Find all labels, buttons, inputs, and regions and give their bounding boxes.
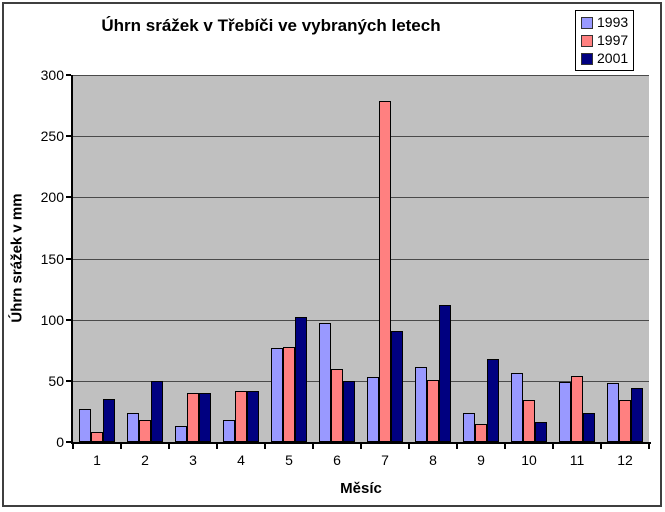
x-tick-label-6: 6 — [333, 452, 341, 468]
y-tick-label-300: 300 — [40, 67, 64, 83]
x-tick-label-3: 3 — [189, 452, 197, 468]
y-tick-mark-50 — [66, 380, 71, 382]
bar-1993-month-9 — [463, 413, 475, 442]
bar-2001-month-12 — [631, 388, 643, 442]
x-tick-mark-7 — [408, 444, 410, 449]
x-tick-mark-11 — [600, 444, 602, 449]
x-tick-label-12: 12 — [617, 452, 633, 468]
bar-1997-month-1 — [91, 432, 103, 442]
x-tick-label-7: 7 — [381, 452, 389, 468]
x-tick-label-9: 9 — [477, 452, 485, 468]
bar-2001-month-1 — [103, 399, 115, 442]
bar-2001-month-8 — [439, 305, 451, 442]
gridline-50 — [73, 381, 649, 382]
legend-swatch-1993 — [581, 16, 593, 29]
y-tick-mark-0 — [66, 441, 71, 443]
bar-1997-month-8 — [427, 380, 439, 442]
bar-1997-month-6 — [331, 369, 343, 442]
bar-2001-month-4 — [247, 391, 259, 442]
x-tick-mark-0 — [72, 444, 74, 449]
bar-1997-month-10 — [523, 400, 535, 442]
y-tick-label-250: 250 — [40, 128, 64, 144]
bar-1997-month-5 — [283, 347, 295, 442]
y-axis-title: Úhrn srážek v mm — [8, 193, 26, 323]
x-tick-label-8: 8 — [429, 452, 437, 468]
bar-1997-month-9 — [475, 424, 487, 442]
gridline-200 — [73, 197, 649, 198]
x-tick-mark-2 — [168, 444, 170, 449]
bar-1997-month-3 — [187, 393, 199, 442]
x-tick-mark-9 — [504, 444, 506, 449]
x-tick-label-11: 11 — [569, 452, 585, 468]
x-axis-title: Měsíc — [340, 480, 382, 497]
y-tick-mark-100 — [66, 319, 71, 321]
gridline-100 — [73, 320, 649, 321]
bar-1993-month-7 — [367, 377, 379, 442]
x-tick-mark-5 — [312, 444, 314, 449]
legend-swatch-1997 — [581, 34, 593, 47]
x-tick-label-1: 1 — [93, 452, 101, 468]
y-tick-label-150: 150 — [40, 251, 64, 267]
gridline-150 — [73, 259, 649, 260]
bar-1993-month-4 — [223, 420, 235, 442]
legend-label-1993: 1993 — [597, 14, 629, 30]
bar-2001-month-9 — [487, 359, 499, 442]
legend-label-2001: 2001 — [597, 50, 629, 66]
bar-1993-month-8 — [415, 367, 427, 442]
bar-2001-month-3 — [199, 393, 211, 442]
plot-area — [73, 75, 649, 442]
gridline-250 — [73, 136, 649, 137]
bar-1993-month-5 — [271, 348, 283, 442]
y-tick-label-100: 100 — [40, 312, 64, 328]
bar-2001-month-6 — [343, 381, 355, 442]
legend-item-2001: 2001 — [581, 51, 628, 66]
y-tick-mark-300 — [66, 74, 71, 76]
bar-2001-month-10 — [535, 422, 547, 442]
y-tick-mark-150 — [66, 258, 71, 260]
bar-1993-month-2 — [127, 413, 139, 442]
y-tick-label-0: 0 — [56, 434, 64, 450]
bar-1997-month-4 — [235, 391, 247, 442]
x-tick-mark-1 — [120, 444, 122, 449]
chart-title: Úhrn srážek v Třebíči ve vybraných letec… — [101, 16, 441, 35]
x-tick-label-2: 2 — [141, 452, 149, 468]
bar-2001-month-2 — [151, 381, 163, 442]
legend: 1993 1997 2001 — [575, 10, 634, 71]
x-tick-mark-12 — [648, 444, 650, 449]
x-tick-label-4: 4 — [237, 452, 245, 468]
x-axis-line — [71, 442, 651, 444]
y-tick-label-200: 200 — [40, 189, 64, 205]
legend-item-1997: 1997 — [581, 33, 628, 48]
y-axis-line — [71, 75, 73, 444]
x-tick-mark-6 — [360, 444, 362, 449]
bar-1997-month-11 — [571, 376, 583, 442]
x-tick-mark-8 — [456, 444, 458, 449]
x-tick-mark-4 — [264, 444, 266, 449]
bar-2001-month-7 — [391, 331, 403, 442]
bar-1997-month-2 — [139, 420, 151, 442]
x-tick-mark-3 — [216, 444, 218, 449]
x-tick-mark-10 — [552, 444, 554, 449]
bar-2001-month-5 — [295, 317, 307, 442]
bar-1993-month-1 — [79, 409, 91, 442]
legend-label-1997: 1997 — [597, 32, 629, 48]
legend-swatch-2001 — [581, 52, 593, 65]
x-tick-label-5: 5 — [285, 452, 293, 468]
bar-1997-month-7 — [379, 101, 391, 442]
bar-1997-month-12 — [619, 400, 631, 442]
bar-1993-month-6 — [319, 323, 331, 442]
y-tick-mark-200 — [66, 196, 71, 198]
legend-item-1993: 1993 — [581, 15, 628, 30]
y-tick-label-50: 50 — [48, 373, 64, 389]
x-tick-label-10: 10 — [521, 452, 537, 468]
gridline-300 — [73, 75, 649, 76]
bar-1993-month-11 — [559, 382, 571, 442]
bar-1993-month-3 — [175, 426, 187, 442]
bar-1993-month-10 — [511, 373, 523, 442]
bar-1993-month-12 — [607, 383, 619, 442]
bar-2001-month-11 — [583, 413, 595, 442]
y-tick-mark-250 — [66, 135, 71, 137]
